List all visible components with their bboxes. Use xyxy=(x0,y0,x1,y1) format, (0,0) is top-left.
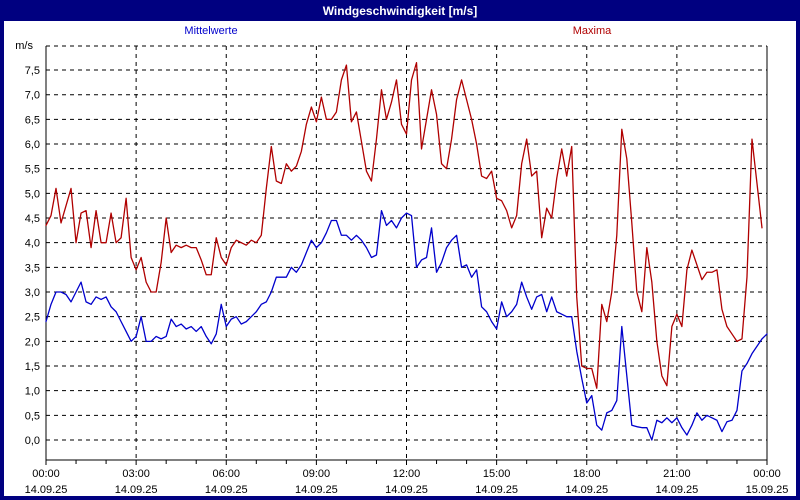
y-axis-unit-label: m/s xyxy=(15,40,33,52)
y-tick-label: 5,5 xyxy=(25,164,40,176)
x-tick-date-label: 14.09.25 xyxy=(385,484,428,496)
x-tick-date-label: 14.09.25 xyxy=(205,484,248,496)
y-tick-label: 6,0 xyxy=(25,139,40,151)
x-tick-time-label: 12:00 xyxy=(393,468,421,480)
title-bar: Windgeschwindigkeit [m/s] xyxy=(4,3,796,21)
y-tick-label: 2,5 xyxy=(25,312,40,324)
max-line xyxy=(45,61,763,389)
x-tick-time-label: 18:00 xyxy=(573,468,601,480)
y-tick-label: 0,5 xyxy=(25,410,40,422)
y-tick-label: 1,5 xyxy=(25,361,40,373)
y-tick-label: 6,5 xyxy=(25,114,40,126)
x-tick-time-label: 03:00 xyxy=(122,468,150,480)
x-tick-time-label: 00:00 xyxy=(32,468,60,480)
y-tick-label: 5,0 xyxy=(25,188,40,200)
x-tick-date-label: 14.09.25 xyxy=(25,484,68,496)
x-tick-date-label: 14.09.25 xyxy=(655,484,698,496)
y-tick-label: 7,5 xyxy=(25,65,40,77)
x-tick-date-label: 14.09.25 xyxy=(295,484,338,496)
x-tick-date-label: 14.09.25 xyxy=(475,484,518,496)
y-tick-label: 4,0 xyxy=(25,238,40,250)
x-tick-time-label: 00:00 xyxy=(753,468,781,480)
x-tick-time-label: 21:00 xyxy=(663,468,691,480)
x-tick-time-label: 06:00 xyxy=(212,468,240,480)
mean-line xyxy=(45,209,768,441)
page-title: Windgeschwindigkeit [m/s] xyxy=(322,3,478,18)
x-tick-date-label: 14.09.25 xyxy=(565,484,608,496)
y-tick-label: 0,0 xyxy=(25,435,40,447)
y-tick-label: 3,0 xyxy=(25,287,40,299)
x-tick-time-label: 15:00 xyxy=(483,468,511,480)
legend-mean-label: Mittelwerte xyxy=(184,25,238,37)
x-tick-time-label: 09:00 xyxy=(303,468,331,480)
y-tick-label: 2,0 xyxy=(25,336,40,348)
y-tick-label: 3,5 xyxy=(25,262,40,274)
x-tick-date-label: 15.09.25 xyxy=(746,484,789,496)
y-tick-label: 1,0 xyxy=(25,386,40,398)
y-tick-label: 7,0 xyxy=(25,90,40,102)
chart-svg: 0,0 0,5 1,0 1,5 2,0 2,5 3,0 3,5 4,0 4,5 5,0 5,5 6,0 6… xyxy=(25,45,789,496)
y-tick-label: 4,5 xyxy=(25,213,40,225)
x-tick-date-label: 14.09.25 xyxy=(115,484,158,496)
legend-max-label: Maxima xyxy=(572,25,612,37)
